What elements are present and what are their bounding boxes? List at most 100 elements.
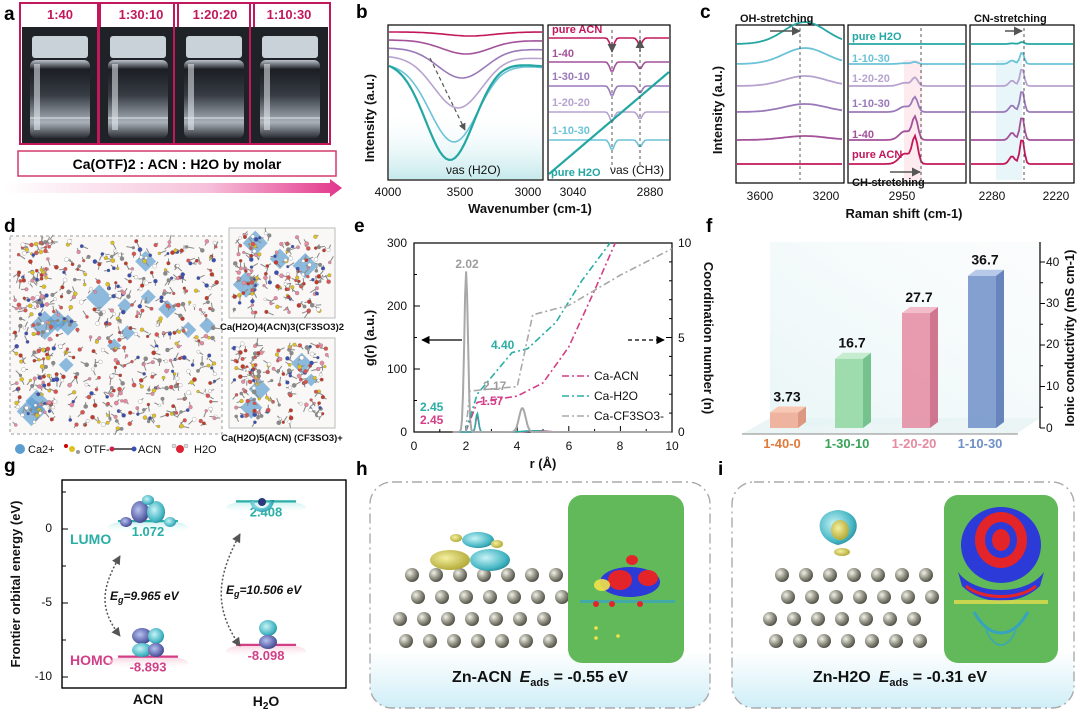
cn-curve-ca-cf3so3-: [464, 247, 673, 433]
c-shade: [996, 60, 1022, 180]
c-oh-label: OH-stretching: [740, 13, 813, 25]
panel-d: d Ca(H2O)4(ACN)3(CF3SO3)2 Ca(H2O)5(ACN) …: [4, 216, 344, 456]
ratio-label: 1:10:30: [267, 7, 312, 22]
h2o-homo-orbital: [259, 620, 277, 636]
bar-value-label: 36.7: [971, 252, 998, 268]
vial-frame: [249, 2, 331, 145]
zn-atom: [769, 634, 783, 648]
bar-1-30-10: [835, 358, 863, 428]
zn-atom: [411, 590, 425, 604]
e-tick-labels: 0 2 4 6 8 10 0 100 200 300 0 5 10: [387, 236, 692, 453]
panel-label-a: a: [4, 4, 15, 25]
c-series-labels: pure H2O 1-10-30 1-20-20 1-10-30 1-40 pu…: [852, 31, 902, 161]
e-ylabel-right: Coordination number (n): [701, 262, 716, 414]
panel-label-e: e: [354, 216, 365, 237]
zn-atom: [865, 634, 879, 648]
c-frame-1: [735, 24, 845, 184]
legend-label: OTF-: [84, 444, 110, 456]
ca-polyhedron: [158, 300, 177, 319]
zn-atom: [405, 568, 419, 582]
homo-value: -8.098: [248, 648, 285, 663]
e-ticks: [413, 242, 673, 433]
zn-atom: [519, 634, 533, 648]
panel-label-b: b: [356, 2, 368, 23]
ftir-curve: [549, 85, 669, 96]
zn-atom: [823, 568, 837, 582]
cluster-snapshot: [231, 227, 334, 319]
c-tick: 2950: [889, 189, 916, 203]
charge-accumulation: [831, 520, 849, 540]
zn-slab: [393, 568, 569, 648]
c-series-label: pure H2O: [852, 31, 902, 43]
e-annot: 2.45: [420, 400, 444, 414]
bar-side: [798, 406, 806, 428]
c-series-label: 1-40: [852, 129, 874, 141]
bar-1-40-0: [770, 412, 798, 428]
ca-polyhedron: [199, 317, 216, 334]
legend-label: H2O: [194, 444, 217, 456]
ca-polyhedron: [304, 373, 318, 387]
g-ticks: [62, 491, 68, 678]
e-annot: 4.40: [491, 338, 515, 352]
bar-side: [996, 269, 1004, 428]
c-frame-3: [969, 24, 1075, 184]
h-map-features: [580, 555, 675, 640]
zn-atom: [417, 612, 431, 626]
raman-curve: [971, 52, 1073, 65]
gradient-arrow: [4, 179, 342, 197]
b-series-label: 1-20-20: [552, 97, 590, 109]
f-tick-labels: 0 10 20 30 40: [1046, 255, 1060, 435]
ca-polyhedron: [180, 321, 197, 339]
bar-1-20-20: [902, 313, 930, 428]
panel-label-f: f: [706, 216, 713, 237]
b-tick: 3500: [447, 185, 474, 199]
zn-atom: [901, 590, 915, 604]
zn-atom: [507, 590, 521, 604]
e-ytick: 300: [387, 236, 407, 250]
panel-h: h Zn-ACN Eads = -0.55 eV: [356, 459, 711, 709]
bar-category-label: 1-40-0: [763, 436, 801, 451]
e-annot: 2.45: [420, 413, 444, 427]
c-ticks: 3600 3200 2950 2280 2220: [747, 189, 1070, 203]
b-series-labels: pure ACN 1-40 1-30-10 1-20-20 1-10-30 pu…: [551, 24, 602, 179]
c-series-label: pure ACN: [852, 149, 902, 161]
h-adsorbate: [430, 532, 510, 571]
panel-b: b Intensity (a.u.) νas (H2O) νas (CH3) p…: [356, 2, 671, 216]
zn-atom: [525, 568, 539, 582]
b-series-label: pure ACN: [552, 24, 602, 36]
panel-label-c: c: [700, 2, 711, 23]
ftir-curve: [389, 39, 542, 55]
zn-atom: [841, 634, 855, 648]
acn-lumo-orbital: [131, 501, 149, 523]
e-ytick-right: 10: [678, 236, 692, 250]
vial-cap: [32, 36, 88, 58]
b-frame-right: [547, 24, 671, 181]
zn-atom: [483, 590, 497, 604]
b-series-label: 1-10-30: [552, 125, 590, 137]
md-snapshot: [10, 234, 221, 436]
e-curves: [452, 242, 673, 433]
b-series-label: 1-40: [552, 48, 574, 60]
ca-polyhedron: [86, 284, 113, 311]
vial-row: [19, 2, 331, 145]
c-series-label: 1-20-20: [852, 73, 890, 85]
e-ytick: 200: [387, 299, 407, 313]
raman-curve: [849, 114, 965, 141]
ratio-label: 1:20:20: [193, 7, 238, 22]
zn-atom: [781, 590, 795, 604]
i-caption: Zn-H2O Eads = -0.31 eV: [813, 669, 987, 689]
ca-polyhedron: [117, 298, 133, 313]
level-platform: [108, 655, 188, 670]
raman-curve: [971, 117, 1073, 141]
bar-value-label: 16.7: [838, 335, 865, 351]
c-ch-label: CH-stretching: [852, 177, 925, 189]
panel-label-d: d: [4, 216, 16, 237]
zn-atom: [489, 612, 503, 626]
ratio-caption: Ca(OTF)2 : ACN : H2O by molar: [73, 156, 282, 172]
bar-1-10-30: [968, 275, 996, 428]
raman-curve: [737, 47, 843, 65]
bar-top: [902, 307, 938, 314]
e-legend-label: Ca-H2O: [594, 389, 638, 403]
cn-curve-ca-h2o: [464, 242, 611, 433]
